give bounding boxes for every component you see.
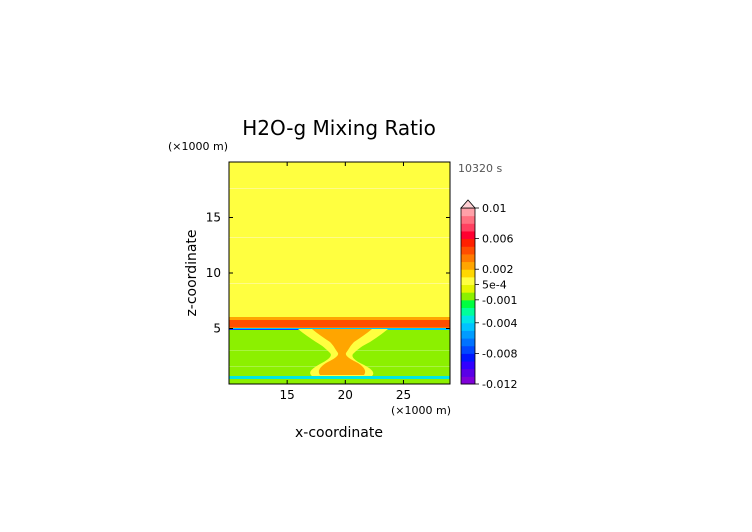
colorbar-segment: [461, 376, 475, 385]
x-tick-label: 20: [338, 388, 353, 402]
colorbar-segment: [461, 315, 475, 324]
colorbar-segment: [461, 345, 475, 354]
lower-layer-base: [229, 379, 450, 384]
colorbar-segment: [461, 292, 475, 301]
colorbar-segment: [461, 299, 475, 308]
x-unit-label: (×1000 m): [391, 404, 451, 417]
colorbar-tick-label: -0.004: [482, 317, 517, 330]
colorbar-tick-label: 5e-4: [482, 279, 507, 292]
time-label: 10320 s: [458, 162, 502, 175]
moist-band-upper-edge: [229, 317, 450, 320]
colorbar-segment: [461, 215, 475, 224]
upper-faint-streak: [229, 188, 450, 189]
central-column-core: [312, 329, 372, 375]
colorbar-tick-label: -0.001: [482, 294, 517, 307]
colorbar-segment: [461, 307, 475, 316]
colorbar-tick-label: -0.012: [482, 378, 517, 391]
y-tick-label: 10: [206, 266, 221, 280]
y-tick-label: 5: [213, 322, 221, 336]
colorbar-segment: [461, 246, 475, 255]
colorbar-segment: [461, 269, 475, 278]
plot-area: [229, 162, 450, 384]
colorbar: 0.01 0.006 0.002 5e-4 -0.001 -0.004 -0.008 -0.0…: [460, 199, 517, 391]
colorbar-segment: [461, 338, 475, 347]
x-axis: 15 20 25: [280, 162, 411, 402]
blue-boundary-top: [229, 329, 349, 330]
colorbar-segment: [461, 368, 475, 377]
colorbar-segment: [461, 230, 475, 240]
colorbar-segment: [461, 208, 475, 217]
colorbar-segment: [461, 276, 475, 286]
upper-faint-streak: [229, 237, 450, 238]
upper-faint-streak: [229, 283, 450, 284]
y-axis-label: z-coordinate: [184, 229, 200, 316]
colorbar-segment: [461, 330, 475, 339]
cyan-boundary-bottom: [229, 376, 450, 379]
colorbar-segment: [461, 223, 475, 232]
colorbar-extend-arrow: [460, 199, 476, 209]
x-tick-label: 25: [396, 388, 411, 402]
x-axis-label: x-coordinate: [295, 425, 383, 441]
y-tick-label: 15: [206, 211, 221, 225]
colorbar-tick-label: 0.002: [482, 263, 514, 276]
colorbar-segment: [461, 353, 475, 362]
colorbar-segment: [461, 253, 475, 263]
moist-band-region: [229, 320, 450, 328]
colorbar-segment: [461, 238, 475, 247]
colorbar-tick-label: -0.008: [482, 347, 517, 360]
upper-layer-region: [229, 162, 450, 320]
y-unit-label: (×1000 m): [168, 140, 228, 153]
colorbar-segment: [461, 361, 475, 370]
colorbar-segment: [461, 284, 475, 293]
x-tick-label: 15: [280, 388, 295, 402]
y-axis: 5 10 15: [206, 211, 450, 336]
colorbar-segment: [461, 322, 475, 331]
colorbar-tick-label: 0.006: [482, 233, 514, 246]
chart-title: H2O-g Mixing Ratio: [242, 116, 436, 140]
colorbar-tick-label: 0.01: [482, 202, 507, 215]
colorbar-segment: [461, 261, 475, 270]
